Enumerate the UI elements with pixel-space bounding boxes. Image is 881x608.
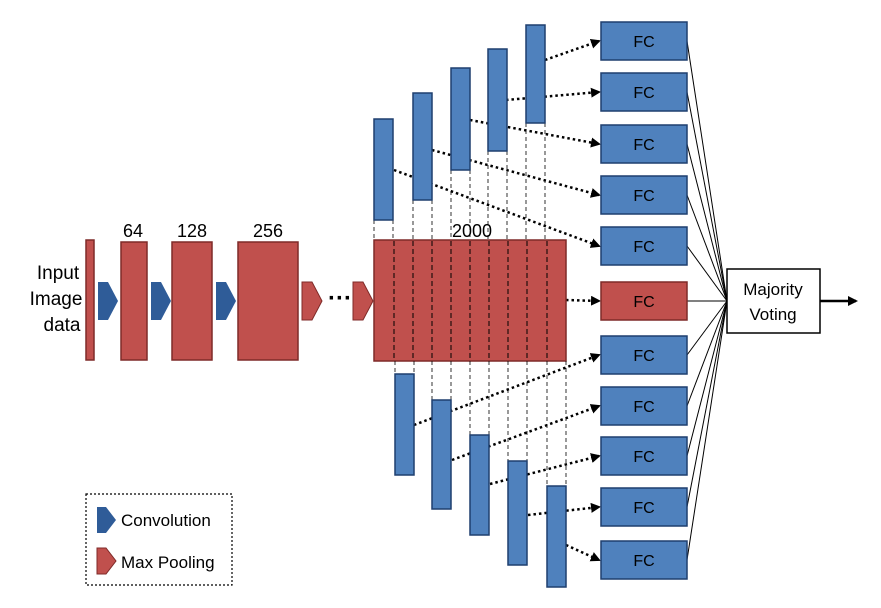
- vote-line-2: [686, 91, 728, 302]
- layer-size-256: 256: [253, 221, 283, 241]
- fc-label-2: FC: [633, 85, 654, 102]
- fc-box-10: [600, 487, 688, 527]
- dotted-arrow-4: [505, 87, 601, 102]
- fc-label-1: FC: [633, 34, 654, 51]
- vote-lines: [686, 40, 728, 561]
- fc-label-5: FC: [633, 239, 654, 256]
- feature-slice-1: [373, 118, 394, 221]
- dotted-arrow-9: [489, 453, 601, 486]
- feature-slice-3: [450, 67, 471, 171]
- input-label-line-1: Input: [37, 263, 80, 284]
- feature-slice-4: [487, 48, 508, 152]
- feature-slice-8: [469, 434, 490, 536]
- pool-arrow-2: [352, 281, 374, 321]
- fc-box-4: [600, 175, 688, 215]
- ellipsis: ···: [328, 285, 352, 312]
- fc-box-11: [600, 540, 688, 580]
- dotted-arrow-10: [527, 502, 601, 517]
- vote-line-4: [686, 194, 728, 302]
- vote-line-7: [686, 300, 728, 356]
- dotted-arrow-8: [451, 404, 601, 462]
- legend-convolution: Convolution: [121, 511, 211, 530]
- feature-slice-6: [394, 373, 415, 476]
- feature-slices: [373, 24, 567, 588]
- vote-line-10: [686, 300, 728, 508]
- fc-label-9: FC: [633, 449, 654, 466]
- feature-slice-5: [525, 24, 546, 124]
- legend-max-pooling: Max Pooling: [121, 553, 215, 572]
- fc-box-3: [600, 124, 688, 164]
- dotted-arrow-6: [565, 295, 601, 306]
- conv-arrow-2: [151, 282, 171, 320]
- majority-voting-line-1: Majority: [743, 280, 803, 299]
- vote-line-9: [686, 300, 728, 457]
- pool-arrow-1: [301, 281, 323, 321]
- feature-slice-7: [431, 399, 452, 510]
- legend-pool-icon: [96, 547, 117, 575]
- fc-box-8: [600, 386, 688, 426]
- dotted-arrow-5: [544, 38, 601, 62]
- feature-slice-10: [546, 485, 567, 588]
- fc-boxes: FC FC FC FC FC FC FC FC FC FC FC: [600, 21, 688, 580]
- fc-box-2: [600, 72, 688, 112]
- majority-voting-line-2: Voting: [749, 305, 796, 324]
- vote-line-1: [686, 40, 728, 302]
- guide-dashes: [373, 123, 567, 486]
- vote-line-8: [686, 300, 728, 407]
- fc-box-7: [600, 335, 688, 375]
- feature-block-128: [171, 241, 213, 361]
- vote-line-11: [686, 300, 728, 561]
- feature-block-64: [120, 241, 148, 361]
- fc-box-6: [600, 281, 688, 321]
- fc-box-9: [600, 436, 688, 476]
- conv-arrow-1: [98, 282, 118, 320]
- fc-label-3: FC: [633, 137, 654, 154]
- dotted-arrow-11: [565, 543, 601, 562]
- legend-box: [85, 493, 233, 586]
- fc-label-4: FC: [633, 188, 654, 205]
- majority-voting-box: [726, 268, 821, 334]
- input-label-line-2: Image: [30, 289, 83, 310]
- fc-label-7: FC: [633, 348, 654, 365]
- feature-block-256: [237, 241, 299, 361]
- legend-conv-icon: [97, 507, 116, 533]
- feature-slice-9: [507, 460, 528, 566]
- input-slab: [85, 239, 95, 361]
- feature-slice-2: [412, 92, 433, 201]
- feature-block-2000-divisions: [393, 241, 548, 360]
- fc-label-10: FC: [633, 500, 654, 517]
- fc-label-11: FC: [633, 553, 654, 570]
- fc-box-1: [600, 21, 688, 61]
- layer-size-2000: 2000: [452, 221, 492, 241]
- fc-box-5: [600, 226, 688, 266]
- dotted-arrow-1: [393, 168, 601, 248]
- layer-size-128: 128: [177, 221, 207, 241]
- fc-label-8: FC: [633, 399, 654, 416]
- conv-arrow-3: [216, 282, 236, 320]
- input-label-line-3: data: [44, 315, 81, 336]
- vote-line-3: [686, 143, 728, 302]
- vote-line-5: [686, 245, 728, 302]
- fc-label-6: FC: [633, 294, 654, 311]
- layer-size-64: 64: [123, 221, 143, 241]
